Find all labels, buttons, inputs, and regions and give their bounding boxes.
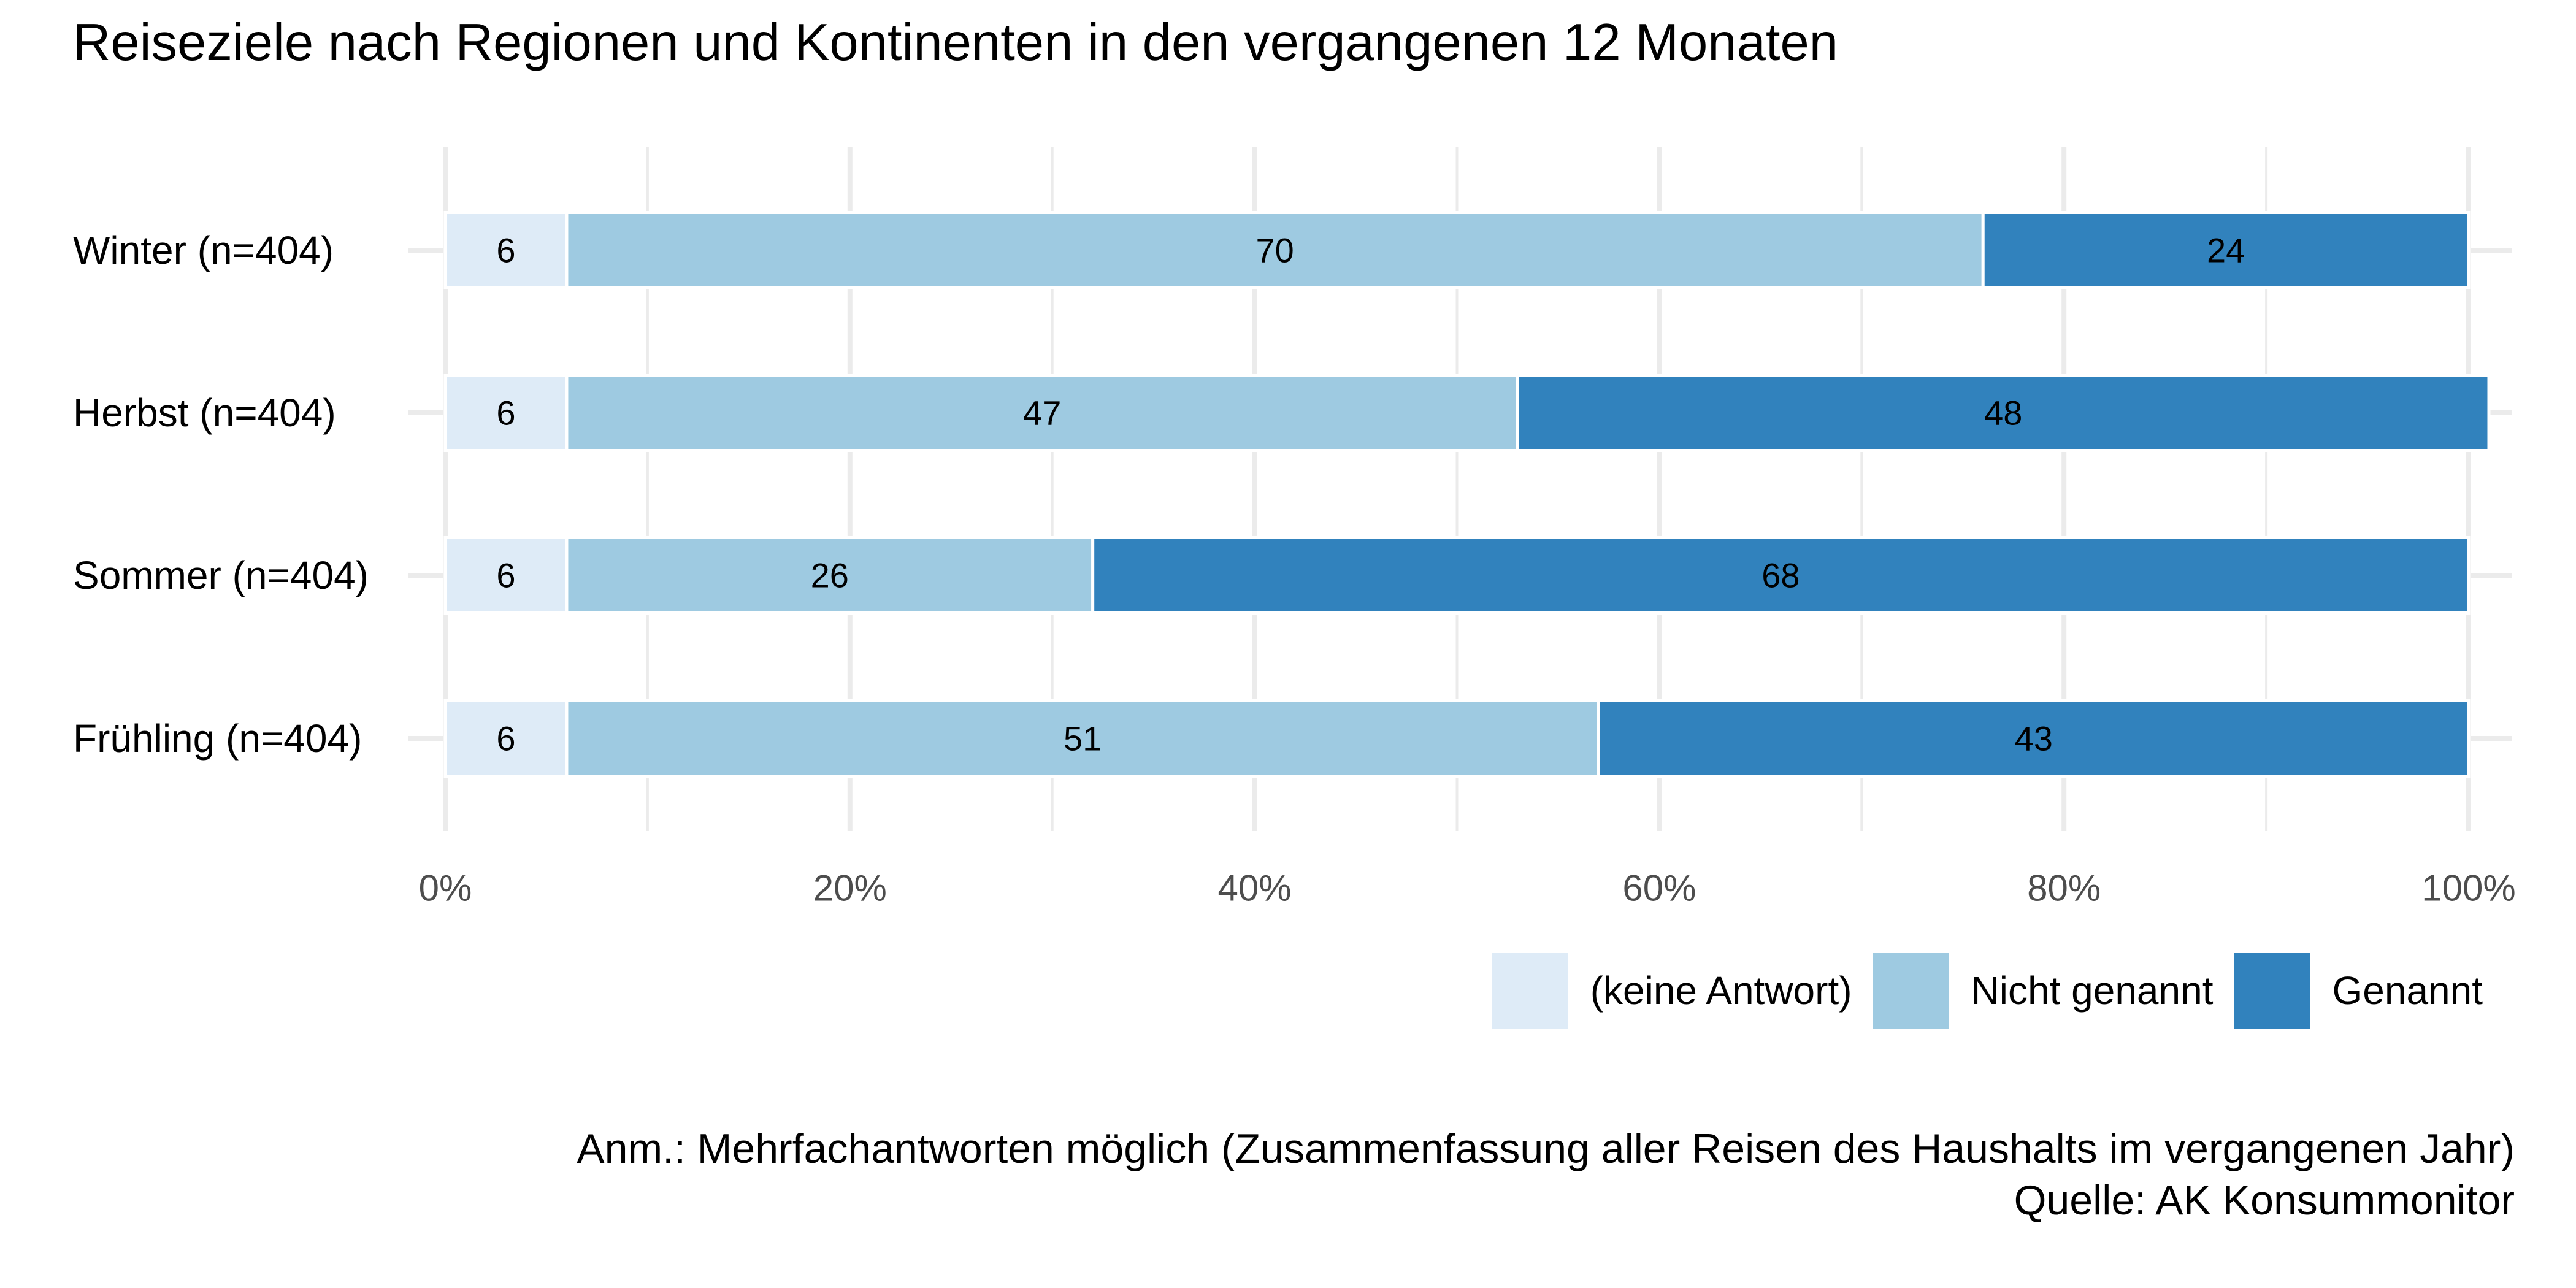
bar-label-winter-n-404-keine-antwort: 6 [496,231,515,270]
legend-label-keine-antwort: (keine Antwort) [1590,968,1852,1013]
legend-item-keine-antwort: (keine Antwort) [1492,953,1852,1029]
y-tick-label-winter-n-404: Winter (n=404) [73,228,334,272]
bar-herbst-n-404-genannt [1516,374,2491,452]
caption: Anm.: Mehrfachantworten möglich (Zusamme… [577,1125,2515,1224]
legend: (keine Antwort) Nicht genannt Genannt [1492,953,2483,1029]
bar-herbst-n-404-keine-antwort [443,374,569,452]
bars [443,211,2491,778]
y-axis: Winter (n=404) Herbst (n=404) Sommer (n=40… [73,228,369,761]
legend-key-keine-antwort [1492,953,1568,1029]
bar-label-herbst-n-404-genannt: 48 [1984,394,2022,432]
legend-key-nicht-genannt [1873,953,1949,1029]
y-tick-label-herbst-n-404: Herbst (n=404) [73,391,336,435]
bar-fruehling-n-404-genannt [1597,699,2471,778]
bar-label-fruehling-n-404-nicht-genannt: 51 [1064,719,1102,758]
caption-source: Quelle: AK Konsummonitor [2014,1177,2515,1224]
bar-label-sommer-n-404-keine-antwort: 6 [496,556,515,595]
bar-label-fruehling-n-404-keine-antwort: 6 [496,719,515,758]
bar-label-winter-n-404-genannt: 24 [2207,231,2245,270]
chart-title: Reiseziele nach Regionen und Kontinenten… [73,13,1838,72]
caption-note: Anm.: Mehrfachantworten möglich (Zusamme… [577,1125,2515,1172]
bar-label-herbst-n-404-nicht-genannt: 47 [1023,394,1061,432]
legend-item-nicht-genannt: Nicht genannt [1873,953,2214,1029]
bar-sommer-n-404-genannt [1091,536,2471,615]
x-tick-label-0: 0% [419,868,472,909]
x-tick-label-20: 20% [813,868,887,909]
x-tick-label-100: 100% [2421,868,2515,909]
x-tick-label-60: 60% [1622,868,1696,909]
bar-winter-n-404-genannt [1981,211,2471,289]
bar-labels: 6 70 24 6 47 48 6 26 68 6 51 43 [496,231,2245,758]
bar-winter-n-404-keine-antwort [443,211,569,289]
x-tick-label-40: 40% [1218,868,1292,909]
x-axis: 0% 20% 40% 60% 80% 100% [419,868,2516,909]
bar-sommer-n-404-keine-antwort [443,536,569,615]
legend-item-genannt: Genannt [2234,953,2483,1029]
y-tick-label-sommer-n-404: Sommer (n=404) [73,553,369,597]
bar-herbst-n-404-nicht-genannt [565,374,1519,452]
legend-label-nicht-genannt: Nicht genannt [1971,968,2214,1013]
bar-label-sommer-n-404-genannt: 68 [1761,556,1800,595]
legend-key-genannt [2234,953,2310,1029]
bar-label-herbst-n-404-keine-antwort: 6 [496,394,515,432]
bar-sommer-n-404-nicht-genannt [565,536,1095,615]
bar-label-sommer-n-404-nicht-genannt: 26 [811,556,849,595]
bar-fruehling-n-404-nicht-genannt [565,699,1600,778]
bar-label-winter-n-404-nicht-genannt: 70 [1255,231,1294,270]
bar-label-fruehling-n-404-genannt: 43 [2015,719,2053,758]
legend-label-genannt: Genannt [2332,968,2483,1013]
y-tick-label-fruehling-n-404: Frühling (n=404) [73,716,362,761]
x-tick-label-80: 80% [2027,868,2101,909]
